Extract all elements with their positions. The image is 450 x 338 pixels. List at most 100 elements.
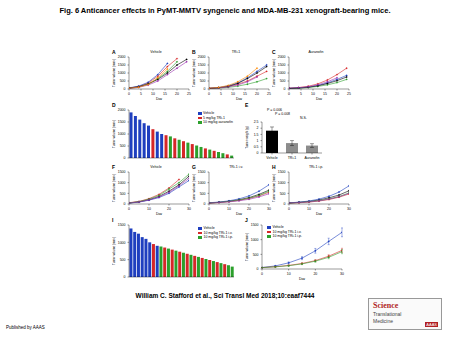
svg-text:5: 5 xyxy=(140,92,142,96)
svg-text:30: 30 xyxy=(267,207,271,211)
svg-text:20: 20 xyxy=(247,207,251,211)
svg-text:Day: Day xyxy=(236,212,242,215)
svg-text:5: 5 xyxy=(220,92,222,96)
svg-text:1000: 1000 xyxy=(198,71,206,75)
svg-text:10: 10 xyxy=(307,207,311,211)
svg-text:500: 500 xyxy=(120,192,126,196)
svg-text:0: 0 xyxy=(284,87,286,91)
svg-text:20: 20 xyxy=(167,207,171,211)
svg-text:1500: 1500 xyxy=(118,223,126,227)
svg-text:1000: 1000 xyxy=(118,71,126,75)
svg-text:Day: Day xyxy=(316,212,322,215)
svg-text:Day: Day xyxy=(236,97,242,100)
svg-text:2: 2 xyxy=(257,126,259,130)
svg-text:500: 500 xyxy=(120,258,126,262)
svg-text:0: 0 xyxy=(204,87,206,91)
svg-text:500: 500 xyxy=(200,192,206,196)
svg-text:0: 0 xyxy=(257,267,259,271)
svg-text:10: 10 xyxy=(227,207,231,211)
svg-text:1000: 1000 xyxy=(118,241,126,245)
svg-text:20: 20 xyxy=(335,92,339,96)
svg-text:10: 10 xyxy=(287,272,291,276)
svg-text:1000: 1000 xyxy=(118,181,126,185)
svg-text:0.5: 0.5 xyxy=(254,145,259,149)
svg-text:1500: 1500 xyxy=(198,63,206,67)
svg-text:2.5: 2.5 xyxy=(254,120,259,124)
svg-text:Tumor volume (mm³): Tumor volume (mm³) xyxy=(112,59,116,87)
svg-text:30: 30 xyxy=(187,207,191,211)
svg-text:0: 0 xyxy=(124,275,126,279)
svg-text:1500: 1500 xyxy=(118,170,126,174)
svg-text:2000: 2000 xyxy=(278,55,286,59)
svg-text:500: 500 xyxy=(120,79,126,83)
svg-text:Day: Day xyxy=(156,97,162,100)
svg-text:0: 0 xyxy=(124,87,126,91)
svg-text:0: 0 xyxy=(124,156,126,160)
svg-text:1500: 1500 xyxy=(198,170,206,174)
svg-text:0: 0 xyxy=(208,92,210,96)
svg-text:Day: Day xyxy=(316,97,322,100)
svg-text:1000: 1000 xyxy=(198,181,206,185)
svg-text:Tumor volume (mm³): Tumor volume (mm³) xyxy=(272,174,276,202)
svg-text:2000: 2000 xyxy=(118,108,126,112)
svg-text:1000: 1000 xyxy=(278,71,286,75)
svg-text:25: 25 xyxy=(347,92,351,96)
svg-text:500: 500 xyxy=(120,144,126,148)
svg-text:Tumor volume (mm³): Tumor volume (mm³) xyxy=(245,233,249,261)
svg-text:5: 5 xyxy=(300,92,302,96)
svg-text:0: 0 xyxy=(261,272,263,276)
svg-text:20: 20 xyxy=(313,272,317,276)
svg-text:Tumor volume (mm³): Tumor volume (mm³) xyxy=(112,120,116,148)
svg-text:1: 1 xyxy=(257,139,259,143)
svg-text:Day: Day xyxy=(156,212,162,215)
svg-text:10: 10 xyxy=(231,92,235,96)
svg-text:500: 500 xyxy=(253,253,259,257)
svg-text:Vehicle: Vehicle xyxy=(266,156,277,160)
svg-text:1500: 1500 xyxy=(118,120,126,124)
svg-text:15: 15 xyxy=(163,92,167,96)
svg-text:25: 25 xyxy=(187,92,191,96)
svg-text:10: 10 xyxy=(151,92,155,96)
svg-text:20: 20 xyxy=(175,92,179,96)
svg-text:500: 500 xyxy=(280,192,286,196)
svg-text:30: 30 xyxy=(347,207,351,211)
svg-text:1500: 1500 xyxy=(118,63,126,67)
svg-text:0: 0 xyxy=(257,151,259,155)
svg-text:500: 500 xyxy=(200,79,206,83)
svg-text:Auranofin: Auranofin xyxy=(305,156,320,160)
svg-text:1000: 1000 xyxy=(278,181,286,185)
svg-text:Tumor volume (mm³): Tumor volume (mm³) xyxy=(112,237,116,265)
svg-text:0: 0 xyxy=(128,207,130,211)
svg-text:1000: 1000 xyxy=(118,132,126,136)
svg-text:0: 0 xyxy=(204,202,206,206)
svg-text:Day: Day xyxy=(299,277,305,280)
svg-text:Tumor volume (mm³): Tumor volume (mm³) xyxy=(192,174,196,202)
svg-text:0: 0 xyxy=(288,207,290,211)
svg-text:20: 20 xyxy=(255,92,259,96)
svg-text:Tumor volume (mm³): Tumor volume (mm³) xyxy=(112,174,116,202)
svg-text:0: 0 xyxy=(284,202,286,206)
svg-text:1000: 1000 xyxy=(251,238,259,242)
svg-text:10: 10 xyxy=(311,92,315,96)
svg-text:30: 30 xyxy=(340,272,344,276)
svg-text:2000: 2000 xyxy=(118,55,126,59)
svg-text:1.5: 1.5 xyxy=(254,133,259,137)
svg-text:Tumor volume (mm³): Tumor volume (mm³) xyxy=(272,59,276,87)
svg-text:0: 0 xyxy=(124,202,126,206)
svg-text:1500: 1500 xyxy=(251,223,259,227)
svg-text:20: 20 xyxy=(327,207,331,211)
svg-text:15: 15 xyxy=(323,92,327,96)
svg-text:25: 25 xyxy=(267,92,271,96)
svg-text:10: 10 xyxy=(147,207,151,211)
svg-text:1500: 1500 xyxy=(278,170,286,174)
svg-text:0: 0 xyxy=(128,92,130,96)
svg-text:0: 0 xyxy=(288,92,290,96)
svg-text:Tumor volume (mm³): Tumor volume (mm³) xyxy=(192,59,196,87)
svg-text:15: 15 xyxy=(243,92,247,96)
svg-text:2000: 2000 xyxy=(198,55,206,59)
svg-text:Tumor weight (g): Tumor weight (g) xyxy=(245,126,249,149)
svg-text:TRi-1: TRi-1 xyxy=(288,156,297,160)
svg-text:0: 0 xyxy=(208,207,210,211)
svg-text:1500: 1500 xyxy=(278,63,286,67)
svg-text:500: 500 xyxy=(280,79,286,83)
